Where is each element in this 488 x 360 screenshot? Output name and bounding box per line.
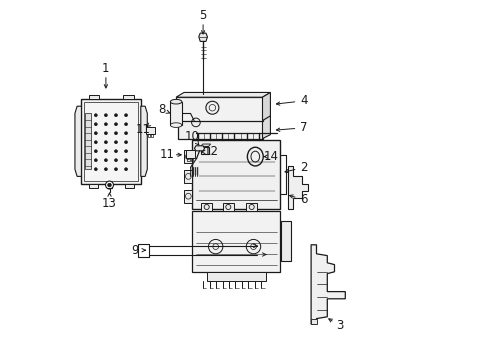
Circle shape (94, 132, 97, 135)
Bar (88, 184, 98, 188)
Bar (176, 97, 262, 121)
Circle shape (94, 168, 97, 171)
Bar (147, 134, 150, 137)
Circle shape (104, 159, 107, 162)
Circle shape (104, 114, 107, 117)
Circle shape (94, 123, 97, 126)
Text: 2: 2 (300, 161, 307, 174)
Circle shape (94, 150, 97, 153)
Polygon shape (176, 93, 270, 97)
Bar (146, 127, 155, 134)
Bar (200, 147, 208, 154)
Text: 1: 1 (102, 62, 109, 75)
Text: 11: 11 (135, 123, 150, 136)
Circle shape (124, 159, 127, 162)
Bar (223, 203, 233, 211)
Circle shape (94, 141, 97, 144)
Text: 12: 12 (203, 145, 219, 158)
Circle shape (114, 132, 117, 135)
Text: 5: 5 (199, 9, 206, 22)
Circle shape (124, 150, 127, 153)
Bar (190, 158, 193, 161)
Text: 11: 11 (159, 148, 174, 161)
Text: 10: 10 (184, 130, 199, 143)
Bar (178, 119, 262, 139)
Bar (192, 211, 280, 272)
Circle shape (104, 168, 107, 171)
Bar (151, 134, 153, 137)
Bar (280, 221, 291, 261)
Circle shape (104, 123, 107, 126)
Circle shape (124, 123, 127, 126)
Circle shape (104, 141, 107, 144)
Polygon shape (287, 166, 307, 209)
Bar (201, 203, 212, 211)
Bar (84, 102, 138, 181)
Bar (138, 244, 149, 257)
Text: 8: 8 (158, 103, 165, 116)
Text: 13: 13 (102, 197, 117, 210)
Bar (124, 184, 133, 188)
Bar (192, 140, 280, 209)
Bar (184, 150, 192, 163)
Bar (170, 102, 182, 125)
Bar (122, 95, 133, 99)
Circle shape (114, 159, 117, 162)
Bar (187, 158, 190, 161)
Bar (206, 272, 265, 281)
Circle shape (114, 123, 117, 126)
Circle shape (114, 141, 117, 144)
Text: 4: 4 (300, 94, 307, 107)
Bar (184, 190, 192, 203)
Polygon shape (75, 106, 81, 176)
Circle shape (124, 168, 127, 171)
Ellipse shape (170, 99, 182, 104)
Circle shape (114, 114, 117, 117)
Circle shape (94, 159, 97, 162)
Circle shape (124, 114, 127, 117)
Circle shape (107, 183, 111, 187)
Bar (81, 99, 141, 184)
Bar (172, 105, 177, 114)
Polygon shape (141, 106, 147, 176)
Circle shape (105, 181, 113, 189)
Polygon shape (194, 146, 204, 151)
Bar (84, 113, 91, 169)
Bar (185, 150, 194, 158)
Circle shape (114, 150, 117, 153)
Ellipse shape (170, 123, 182, 127)
Text: 7: 7 (300, 121, 307, 134)
Circle shape (94, 114, 97, 117)
Circle shape (124, 141, 127, 144)
Polygon shape (262, 93, 270, 121)
Text: 14: 14 (264, 150, 279, 163)
Bar (310, 319, 316, 324)
Polygon shape (310, 245, 345, 324)
Text: 3: 3 (336, 319, 343, 332)
Text: 6: 6 (300, 193, 307, 206)
Circle shape (104, 132, 107, 135)
Circle shape (124, 132, 127, 135)
Polygon shape (200, 144, 210, 147)
Polygon shape (262, 115, 270, 139)
Bar (184, 170, 192, 183)
Polygon shape (178, 115, 270, 119)
Bar (246, 203, 257, 211)
Bar (88, 95, 99, 99)
Circle shape (114, 168, 117, 171)
Polygon shape (199, 33, 207, 41)
Circle shape (104, 150, 107, 153)
Text: 9: 9 (131, 244, 139, 257)
